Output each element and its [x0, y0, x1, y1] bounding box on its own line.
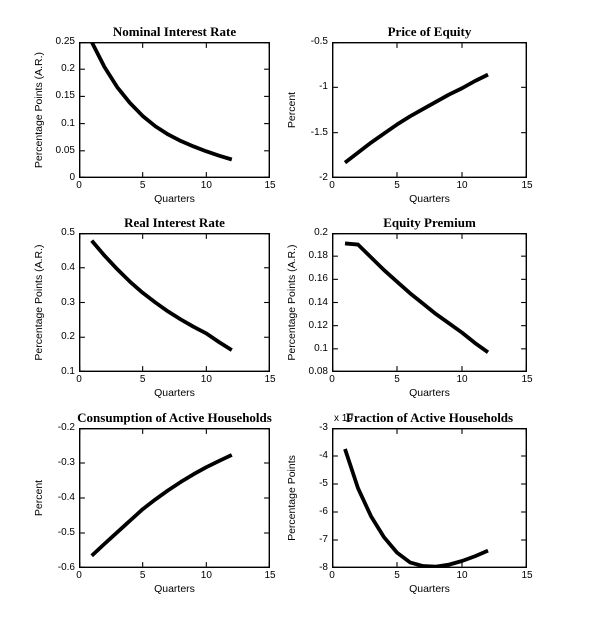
y-tick-label: -0.5 — [310, 36, 328, 47]
x-tick-label: 0 — [329, 570, 335, 581]
x-axis-label: Quarters — [409, 387, 450, 399]
subplot-consumption-of-active-households: Consumption of Active Households Percent Q… — [33, 410, 276, 595]
y-tick-label: 0.2 — [314, 227, 328, 238]
y-tick-label: -1 — [319, 81, 328, 93]
y-axis-label: Percent — [286, 91, 298, 129]
y-tick-label: -8 — [319, 562, 328, 573]
x-tick-label: 10 — [456, 180, 468, 191]
x-tick-label: 15 — [264, 374, 276, 385]
x-axis-label: Quarters — [409, 583, 450, 595]
x-tick-label: 5 — [394, 374, 400, 385]
y-tick-label: 0.2 — [61, 331, 75, 343]
plot-area — [332, 428, 527, 568]
data-line — [90, 453, 233, 558]
plot-area — [332, 233, 527, 372]
x-tick-label: 5 — [394, 180, 400, 191]
plot-area — [79, 428, 270, 568]
chart-title: Equity Premium — [383, 215, 476, 230]
y-tick-label: -2 — [319, 172, 328, 183]
plot-area — [79, 233, 270, 372]
y-tick-label: 0.05 — [55, 144, 75, 156]
axes-box — [332, 42, 527, 178]
subplot-nominal-interest-rate: Nominal Interest Rate Percentage Points (… — [33, 24, 276, 205]
x-tick-label: 10 — [200, 374, 212, 385]
y-tick-label: 0.25 — [55, 36, 75, 47]
data-line — [343, 72, 489, 165]
data-line — [90, 239, 233, 352]
x-tick-label: 15 — [521, 180, 533, 191]
data-line — [343, 448, 489, 568]
axis-multiplier-label: x 10 — [334, 413, 353, 424]
y-tick-label: 0.15 — [55, 90, 75, 102]
x-tick-label: 0 — [76, 570, 82, 581]
x-tick-label: 5 — [394, 570, 400, 581]
y-tick-label: 0.4 — [61, 261, 75, 273]
y-tick-label: -0.6 — [57, 562, 75, 573]
subplot-fraction-of-active-households: Fraction of Active Households x 10 Percent… — [286, 410, 533, 595]
chart-title: Price of Equity — [387, 24, 472, 39]
y-tick-label: 0.2 — [61, 63, 75, 75]
x-tick-label: 15 — [264, 570, 276, 581]
x-tick-label: 5 — [139, 570, 146, 581]
y-tick-label: 0.1 — [61, 117, 75, 129]
y-tick-label: 0.1 — [314, 342, 328, 354]
x-axis-label: Quarters — [409, 193, 450, 205]
y-tick-label: 0.08 — [308, 366, 328, 377]
y-tick-label: 0.3 — [61, 296, 75, 308]
y-tick-label: -0.4 — [57, 492, 75, 503]
data-line — [344, 241, 490, 354]
y-tick-label: -0.5 — [57, 527, 75, 538]
y-tick-label: 0.14 — [308, 296, 328, 308]
plot-area — [79, 42, 270, 178]
y-tick-label: 0.12 — [308, 319, 328, 331]
x-tick-label: 10 — [200, 180, 212, 191]
subplot-price-of-equity: Price of Equity Percent Quarters 0 5 10 15 -2 -1… — [286, 24, 533, 205]
x-tick-label: 5 — [139, 180, 146, 191]
y-tick-label: 0.16 — [308, 273, 328, 285]
subplot-equity-premium: Equity Premium Percentage Points (A.R.) Qu… — [286, 215, 533, 399]
x-tick-label: 15 — [521, 374, 533, 385]
x-tick-label: 0 — [329, 374, 335, 385]
axes-box — [332, 233, 527, 372]
x-axis-label: Quarters — [154, 193, 195, 205]
y-tick-label: -4 — [319, 450, 328, 461]
x-tick-label: 5 — [139, 374, 146, 385]
x-axis-label: Quarters — [154, 387, 195, 399]
x-tick-label: 15 — [264, 180, 276, 191]
y-axis-label: Percentage Points — [286, 455, 298, 541]
chart-title: Fraction of Active Households — [345, 410, 514, 425]
y-tick-label: 0.1 — [61, 366, 75, 377]
y-tick-label: 0.5 — [61, 227, 75, 238]
axes-box — [79, 42, 270, 178]
y-tick-label: -6 — [319, 506, 328, 517]
y-tick-label: -0.3 — [57, 457, 75, 468]
chart-title: Consumption of Active Households — [77, 410, 272, 425]
subplot-real-interest-rate: Real Interest Rate Percentage Points (A.R… — [33, 215, 276, 399]
y-tick-label: -0.2 — [57, 422, 75, 433]
y-tick-label: -3 — [319, 422, 328, 433]
axes-box — [79, 233, 270, 372]
chart-title: Nominal Interest Rate — [112, 24, 237, 39]
y-tick-label: -5 — [319, 478, 328, 489]
y-tick-label: -1.5 — [310, 126, 328, 138]
y-tick-label: 0.18 — [308, 250, 328, 262]
y-tick-label: 0 — [69, 172, 75, 183]
x-tick-label: 10 — [456, 374, 468, 385]
x-tick-label: 0 — [76, 180, 82, 191]
x-tick-label: 10 — [456, 570, 468, 581]
x-tick-label: 10 — [200, 570, 212, 581]
x-tick-label: 15 — [521, 570, 533, 581]
data-line — [90, 42, 233, 162]
x-tick-label: 0 — [76, 374, 82, 385]
x-axis-label: Quarters — [154, 583, 195, 595]
axes-box — [79, 428, 270, 568]
chart-title: Real Interest Rate — [124, 215, 225, 230]
x-tick-label: 0 — [329, 180, 335, 191]
y-tick-label: -7 — [319, 534, 328, 545]
plot-area — [332, 42, 527, 178]
